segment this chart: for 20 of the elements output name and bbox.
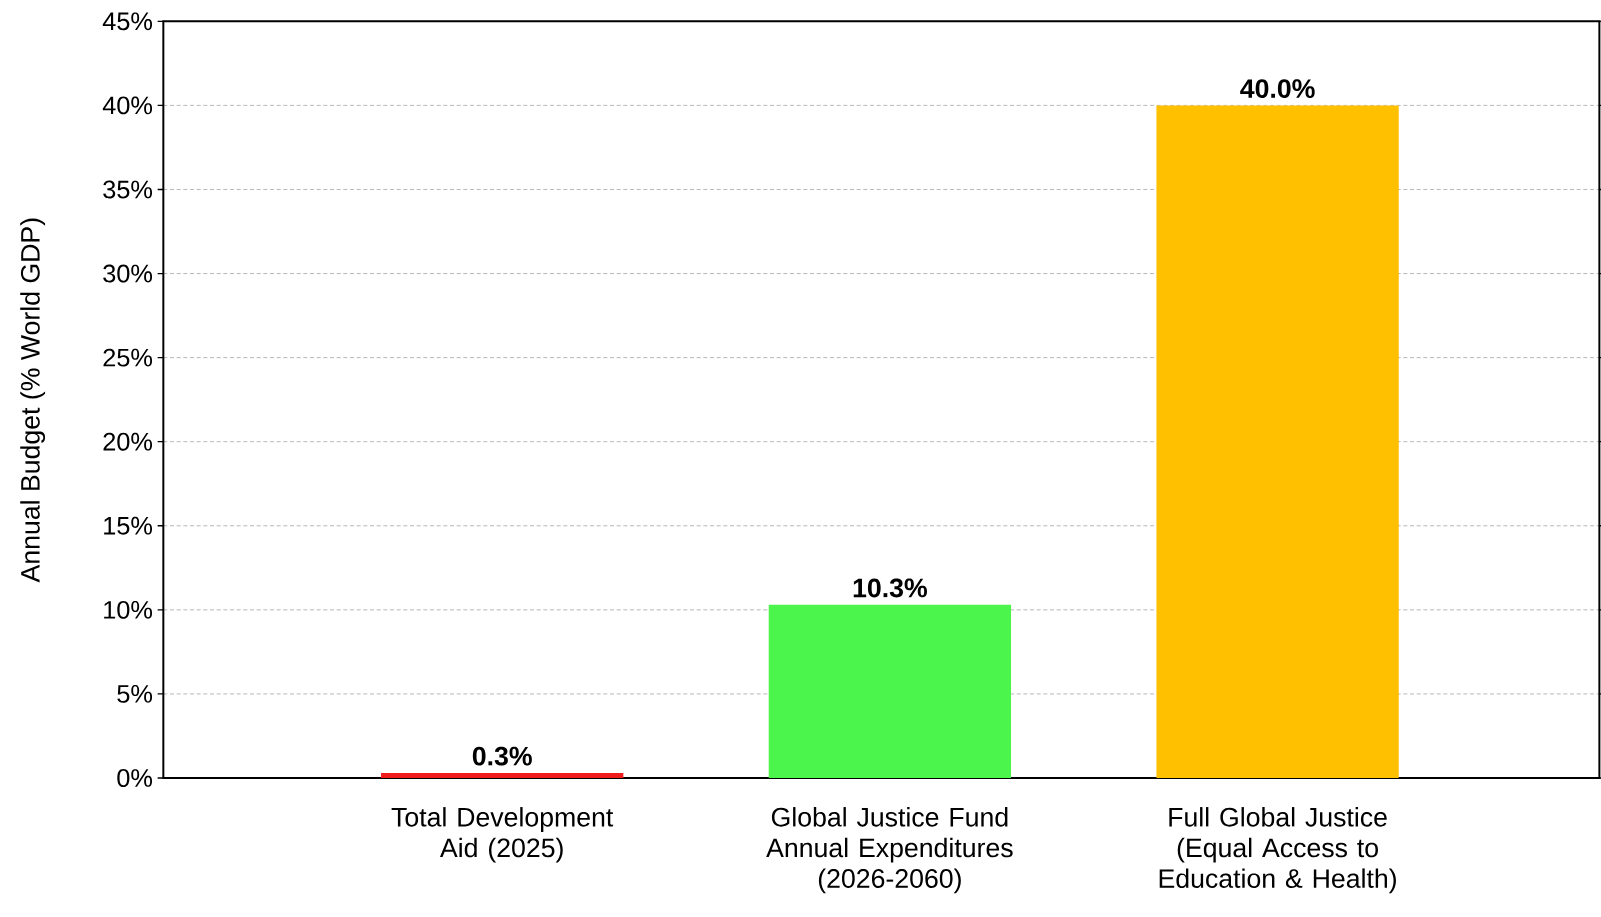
y-tick-label: 30%	[103, 264, 153, 283]
y-tick-label: 15%	[104, 516, 153, 535]
y-tick-label: 25%	[103, 348, 153, 367]
y-axis-title: Annual Budget (% World GDP)	[20, 218, 46, 583]
data-label: 40.0%	[1240, 79, 1315, 99]
data-label: 0.3%	[472, 746, 532, 766]
bar	[381, 772, 624, 778]
y-tick-label: 20%	[103, 432, 153, 451]
bar	[768, 604, 1012, 778]
x-tick-label: Full Global Justice (Equal Access to Education & Health)	[1159, 807, 1396, 894]
y-tick-label: 5%	[117, 685, 153, 703]
y-tick-label: 10%	[104, 600, 153, 619]
y-tick-label: 35%	[103, 180, 153, 199]
bar	[1156, 105, 1399, 778]
data-label: 10.3%	[853, 578, 927, 598]
y-tick-label: 0%	[117, 769, 153, 787]
x-tick-label: Total Development Aid (2025)	[391, 807, 614, 863]
y-tick-label: 40%	[102, 96, 153, 115]
x-tick-label: Global Justice Fund Annual Expenditures (2026-2060)	[766, 807, 1013, 894]
y-tick-label: 45%	[102, 12, 153, 31]
